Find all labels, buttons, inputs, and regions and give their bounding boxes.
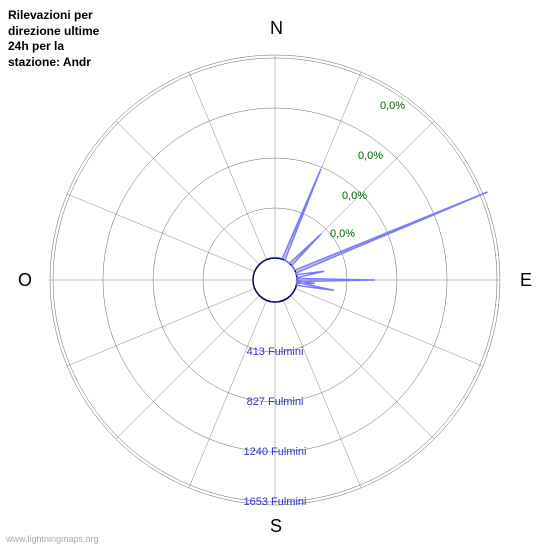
cardinal-n: N: [270, 18, 283, 39]
cardinal-w: O: [18, 270, 32, 291]
cardinal-s: S: [270, 516, 282, 537]
ring-label: 827 Fulmini: [247, 396, 304, 408]
polar-chart: [0, 0, 550, 550]
cardinal-e: E: [520, 270, 532, 291]
pct-label: 0,0%: [380, 100, 405, 112]
pct-label: 0,0%: [342, 190, 367, 202]
pct-label: 0,0%: [358, 150, 383, 162]
pct-label: 0,0%: [330, 228, 355, 240]
footer-url: www.lightningmaps.org: [6, 534, 99, 544]
ring-label: 413 Fulmini: [247, 346, 304, 358]
chart-title: Rilevazioni per direzione ultime 24h per…: [8, 8, 108, 70]
ring-label: 1653 Fulmini: [244, 496, 307, 508]
ring-label: 1240 Fulmini: [244, 446, 307, 458]
